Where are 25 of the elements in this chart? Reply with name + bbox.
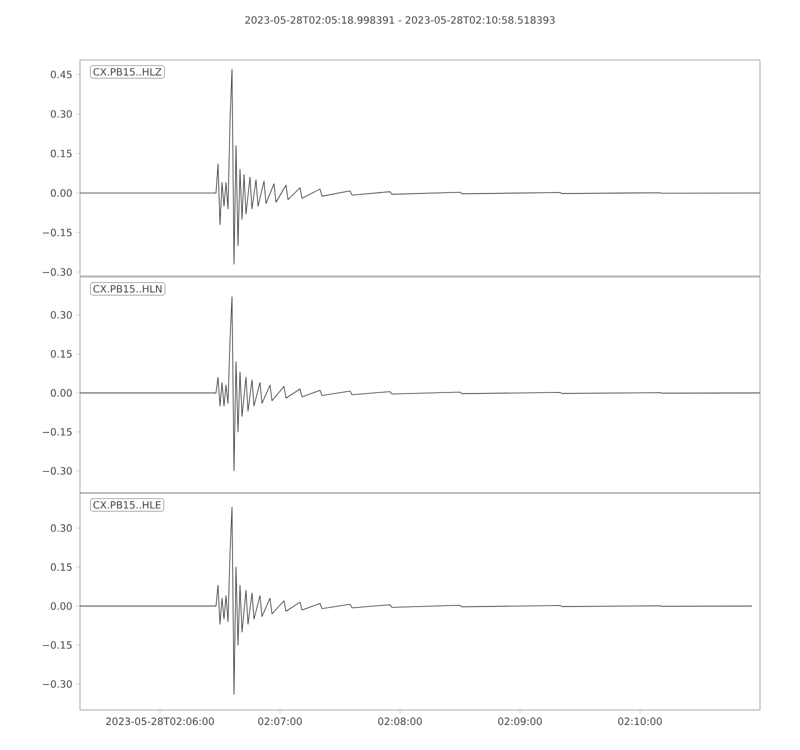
x-tick-label: 02:07:00 bbox=[258, 718, 302, 726]
y-tick-label: 0.00 bbox=[50, 189, 72, 197]
annotation: CX.PB15..HLE bbox=[93, 501, 161, 509]
y-tick-label: −0.15 bbox=[42, 228, 72, 236]
x-tick-label: 02:08:00 bbox=[378, 718, 422, 726]
y-tick-label: 0.15 bbox=[50, 563, 72, 571]
y-tick-label: 0.15 bbox=[50, 150, 72, 158]
y-tick-label: 0.15 bbox=[50, 350, 72, 358]
chart-title: 2023-05-28T02:05:18.998391 - 2023-05-28T02:10:58.518393 bbox=[245, 16, 555, 24]
x-tick-label: 02:09:00 bbox=[498, 718, 542, 726]
annotation: CX.PB15..HLZ bbox=[93, 68, 162, 76]
y-tick-label: 0.45 bbox=[50, 70, 72, 78]
x-tick-label: 02:10:00 bbox=[618, 718, 662, 726]
y-tick-label: 0.00 bbox=[50, 389, 72, 397]
y-tick-label: −0.15 bbox=[42, 641, 72, 649]
y-tick-label: −0.30 bbox=[42, 680, 72, 688]
x-tick-label: 2023-05-28T02:06:00 bbox=[106, 718, 214, 726]
y-tick-label: 0.00 bbox=[50, 602, 72, 610]
y-tick-label: 0.30 bbox=[50, 110, 72, 118]
annotation: CX.PB15..HLN bbox=[93, 285, 162, 293]
y-tick-label: −0.30 bbox=[42, 268, 72, 276]
y-tick-label: −0.15 bbox=[42, 428, 72, 436]
y-tick-label: −0.30 bbox=[42, 467, 72, 475]
y-tick-label: 0.30 bbox=[50, 524, 72, 532]
y-tick-label: 0.30 bbox=[50, 311, 72, 319]
